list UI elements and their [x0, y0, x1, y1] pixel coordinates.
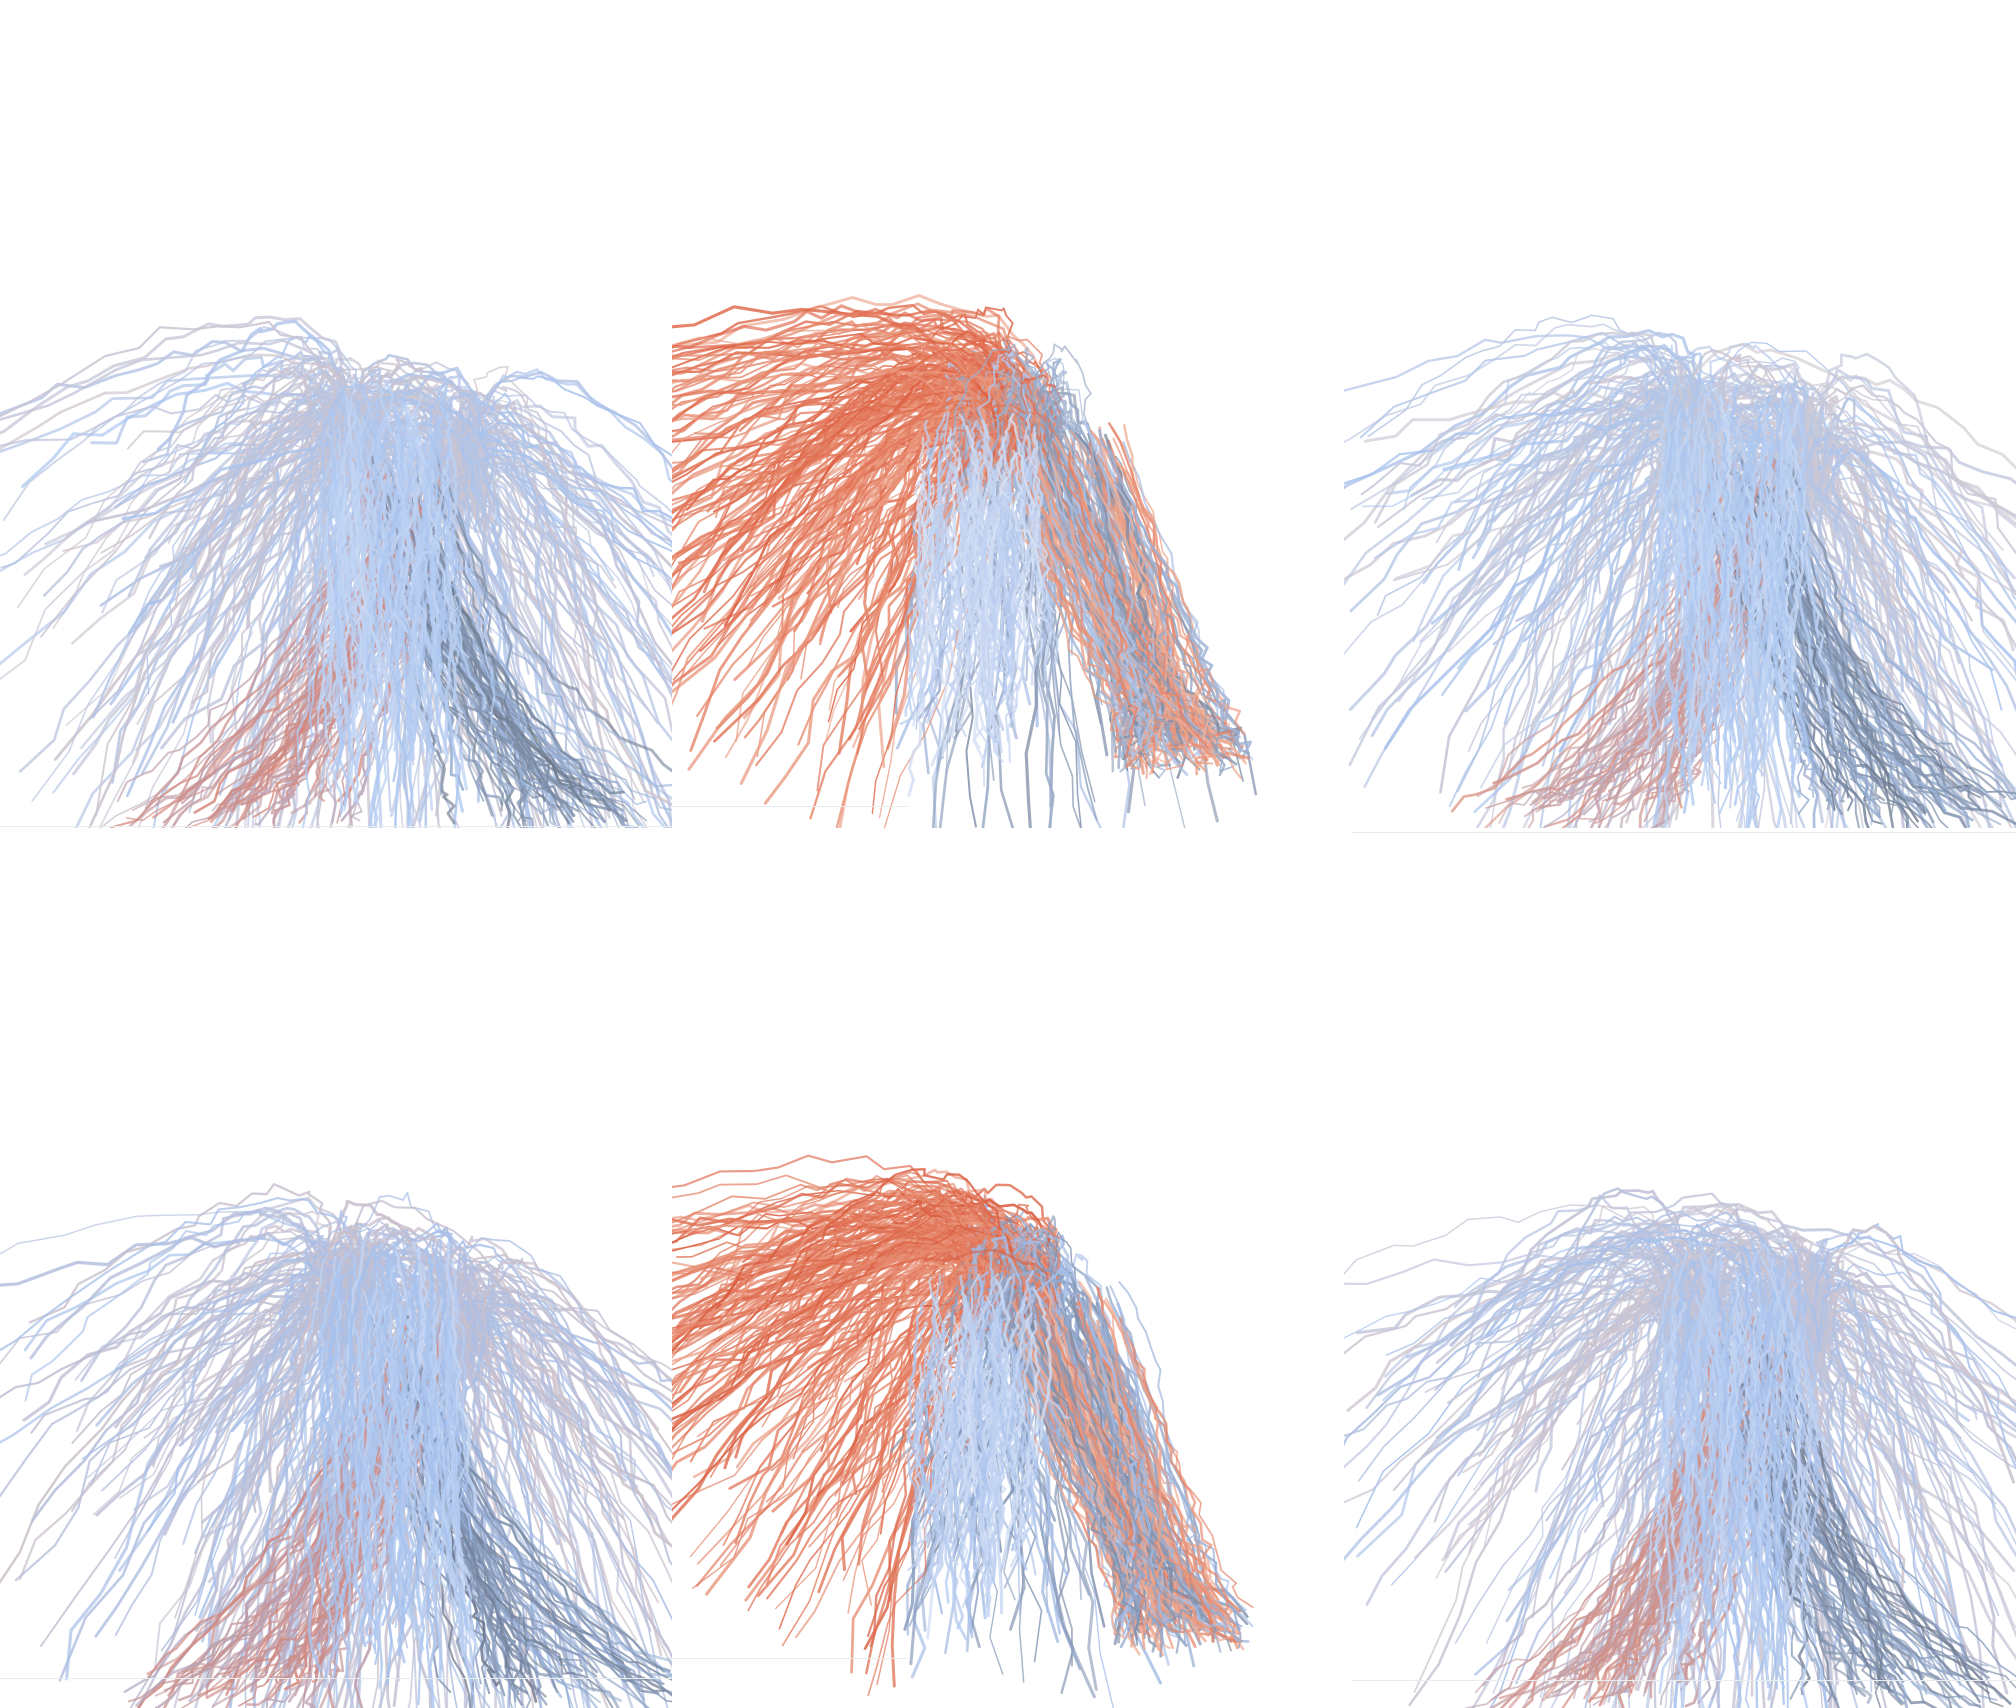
fiber-bundle-render [672, 294, 1258, 828]
panel-boundary-3 [1352, 832, 2016, 833]
tractography-panel-1 [0, 0, 672, 828]
panel-boundary-5 [672, 1658, 908, 1659]
fiber-bundle-render [0, 315, 672, 828]
fiber-bundle-render [1344, 1187, 2016, 1708]
fiber-bundle-render [0, 1183, 672, 1708]
fiber-bundle-render [672, 1154, 1254, 1708]
tractography-panel-2 [672, 0, 1344, 828]
panel-boundary-4 [0, 1678, 672, 1679]
tractography-panel-5 [672, 828, 1344, 1708]
panel-boundary-2 [672, 806, 908, 807]
tractography-panel-3 [1344, 0, 2016, 828]
panel-boundary-6 [1352, 1680, 2016, 1681]
fiber-bundle-render [1344, 314, 2016, 828]
panel-boundary-1 [0, 826, 672, 827]
tractography-panel-6 [1344, 828, 2016, 1708]
tractography-panel-4 [0, 828, 672, 1708]
